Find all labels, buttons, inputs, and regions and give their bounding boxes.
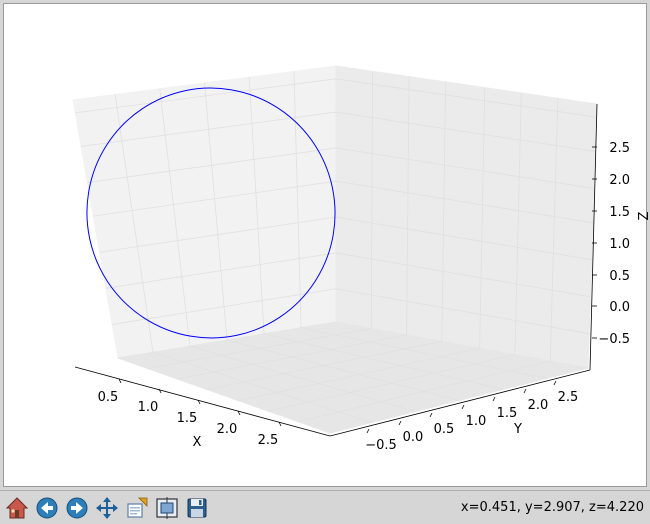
y-tick-mark	[492, 396, 496, 402]
y-tick-mark	[523, 388, 527, 394]
x-floor-grid-line	[189, 345, 416, 412]
move-cross-icon	[96, 497, 118, 519]
y-grid-line	[406, 76, 410, 335]
z-grid-line	[75, 78, 597, 118]
y-tick-mark	[366, 428, 370, 434]
z-tick-label: 0.5	[609, 269, 630, 284]
z-tick-label: 0.0	[609, 300, 630, 315]
tick-labels: 0.5 1.0 1.5 2.0 2.5 −0.5 0.0 0.5 1.0 1.5 2.0 2.5 −0.…	[98, 141, 630, 453]
y-tick-label: 1.0	[466, 414, 487, 429]
forward-arrow-icon	[66, 497, 88, 519]
y-axis-line	[329, 369, 591, 437]
y-grid-line	[514, 92, 522, 355]
z-grid-line	[99, 216, 592, 261]
z-axis-label: Z	[637, 211, 650, 220]
x-axis-line	[74, 366, 331, 437]
z-grid-line	[87, 147, 595, 189]
y-tick-mark	[429, 412, 433, 418]
x-tick-label: 2.5	[258, 433, 279, 448]
axis-lines	[74, 103, 598, 437]
home-icon	[5, 497, 29, 519]
coordinate-readout: x=0.451, y=2.907, z=4.220	[460, 500, 644, 515]
grid-lines	[75, 71, 597, 423]
home-button[interactable]	[3, 494, 31, 522]
x-tick-label: 0.5	[98, 390, 119, 405]
z-tick-label: −0.5	[598, 332, 630, 347]
x-axis-label: X	[193, 435, 202, 450]
z-tick-label: 2.5	[609, 141, 630, 156]
y-grid-line	[479, 87, 486, 349]
pan-button[interactable]	[93, 494, 121, 522]
z-grid-line	[112, 288, 590, 335]
subplots-button[interactable]	[153, 494, 181, 522]
y-tick-mark	[398, 420, 402, 426]
z-tick-label: 2.0	[609, 173, 630, 188]
x-floor-grid-line	[263, 333, 503, 390]
z-grid-line	[81, 111, 596, 152]
y-floor-grid-line	[177, 334, 407, 380]
z-grid-line	[105, 252, 591, 298]
x-grid-line	[159, 88, 191, 347]
left-pane	[72, 65, 337, 359]
y-floor-grid-line	[298, 360, 551, 423]
y-floor-grid-line	[268, 354, 516, 412]
y-tick-mark	[553, 380, 557, 386]
x-floor-grid-line	[301, 327, 547, 379]
x-grid-line	[204, 82, 228, 341]
y-tick-mark	[461, 404, 465, 410]
x-tick-label: 2.0	[217, 422, 238, 437]
y-tick-label: 2.0	[528, 398, 549, 413]
forward-button[interactable]	[63, 494, 91, 522]
back-arrow-icon	[36, 497, 58, 519]
x-tick-label: 1.5	[177, 411, 198, 426]
z-axis-line	[589, 103, 598, 371]
y-grid-line	[370, 71, 373, 329]
x-grid-line	[248, 77, 265, 334]
floor-pane	[117, 321, 589, 434]
floppy-disk-icon	[187, 498, 207, 518]
x-tick-label: 1.0	[138, 400, 159, 415]
y-axis-label: Y	[513, 422, 522, 437]
subplots-icon	[156, 497, 178, 519]
y-floor-grid-line	[147, 328, 372, 369]
x-grid-line	[293, 71, 302, 328]
y-grid-line	[549, 98, 559, 362]
save-button[interactable]	[183, 494, 211, 522]
z-grid-line	[93, 180, 594, 224]
axes-3d[interactable]: 0.5 1.0 1.5 2.0 2.5 −0.5 0.0 0.5 1.0 1.5 2.0 2.5 −0.…	[0, 0, 650, 490]
x-tick-mark	[158, 388, 162, 394]
y-tick-label: 0.5	[434, 422, 455, 437]
x-floor-grid-line	[152, 351, 372, 423]
series-line	[86, 87, 336, 339]
y-tick-label: 1.5	[497, 406, 518, 421]
x-tick-mark	[278, 421, 282, 427]
axis-panes	[72, 65, 598, 434]
x-tick-mark	[118, 378, 122, 384]
y-tick-label: −0.5	[365, 438, 397, 453]
zoom-rect-icon	[127, 497, 148, 518]
x-floor-grid-line	[226, 339, 460, 401]
x-tick-mark	[197, 399, 201, 405]
navigation-toolbar: x=0.451, y=2.907, z=4.220	[0, 490, 650, 524]
zoom-button[interactable]	[123, 494, 151, 522]
z-tick-label: 1.0	[609, 237, 630, 252]
x-grid-line	[114, 94, 154, 353]
tick-marks	[118, 146, 597, 434]
data-series	[86, 87, 336, 339]
y-grid-line	[441, 81, 447, 342]
x-tick-mark	[237, 410, 241, 416]
y-tick-label: 2.5	[558, 390, 579, 405]
y-floor-grid-line	[238, 347, 480, 402]
y-floor-grid-line	[206, 340, 442, 390]
y-tick-label: 0.0	[403, 430, 424, 445]
back-button[interactable]	[33, 494, 61, 522]
z-tick-label: 1.5	[609, 205, 630, 220]
